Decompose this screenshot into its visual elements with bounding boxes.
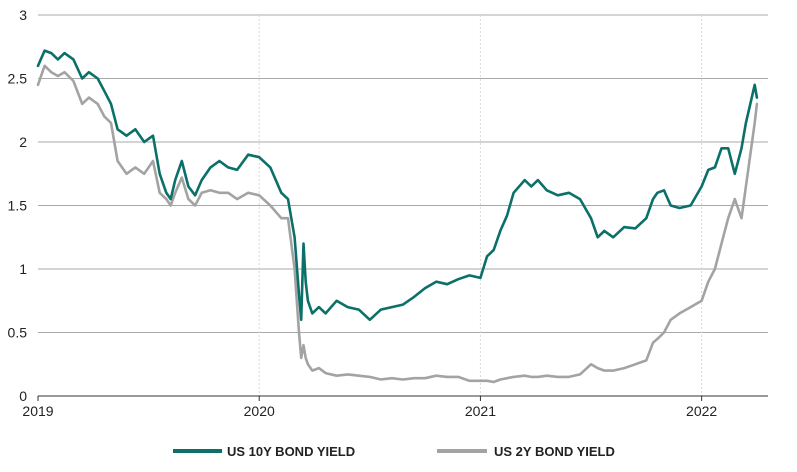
legend: US 10Y BOND YIELD US 2Y BOND YIELD <box>173 444 615 459</box>
y-tick-label: 0.5 <box>8 325 28 341</box>
y-tick-label: 1 <box>19 261 27 277</box>
y-tick-label: 2.5 <box>8 71 28 87</box>
x-tick-label: 2020 <box>244 403 275 419</box>
x-tick-label: 2021 <box>465 403 496 419</box>
y-tick-label: 0 <box>19 388 27 404</box>
series-line-10y <box>36 49 759 322</box>
x-tick-label: 2019 <box>22 403 53 419</box>
legend-label-2y: US 2Y BOND YIELD <box>494 444 615 459</box>
series-layer <box>36 49 759 384</box>
y-tick-label: 3 <box>19 7 27 23</box>
y-tick-label: 1.5 <box>8 198 28 214</box>
gridlines <box>37 14 768 401</box>
legend-label-10y: US 10Y BOND YIELD <box>227 444 355 459</box>
y-tick-label: 2 <box>19 134 27 150</box>
series-line-2y <box>36 64 759 384</box>
y-axis-tick-labels: 0 0.5 1 1.5 2 2.5 3 <box>8 7 28 404</box>
x-axis-tick-labels: 2019 2020 2021 2022 <box>22 403 717 419</box>
x-tick-label: 2022 <box>686 403 717 419</box>
